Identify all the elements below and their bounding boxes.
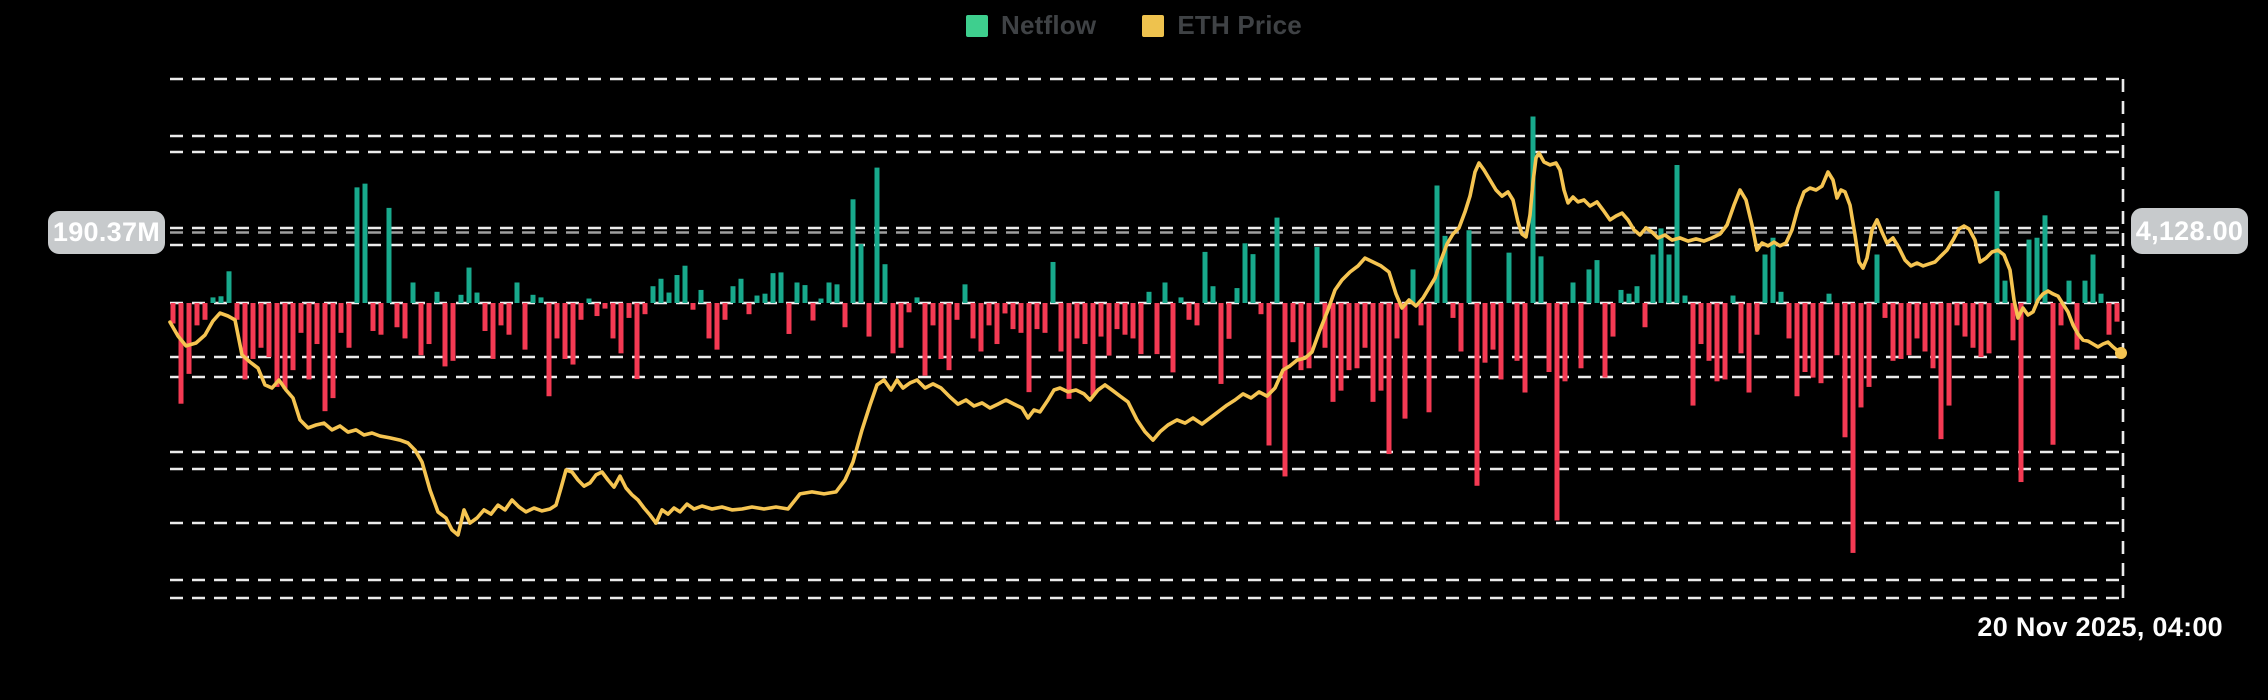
netflow-swatch-icon: [966, 14, 989, 37]
crosshair-timestamp-label: 20 Nov 2025, 04:00: [1977, 612, 2223, 642]
chart-legend: Netflow ETH Price: [0, 10, 2268, 41]
netflow-current-value-badge: 190.37M: [48, 211, 165, 254]
eth-price-swatch-icon: [1142, 14, 1165, 37]
price-current-value-badge: 4,128.00: [2131, 208, 2248, 254]
legend-label-netflow: Netflow: [1001, 10, 1097, 40]
legend-item-eth-price[interactable]: ETH Price: [1142, 10, 1302, 41]
legend-item-netflow[interactable]: Netflow: [966, 10, 1096, 41]
legend-label-eth-price: ETH Price: [1177, 10, 1302, 40]
